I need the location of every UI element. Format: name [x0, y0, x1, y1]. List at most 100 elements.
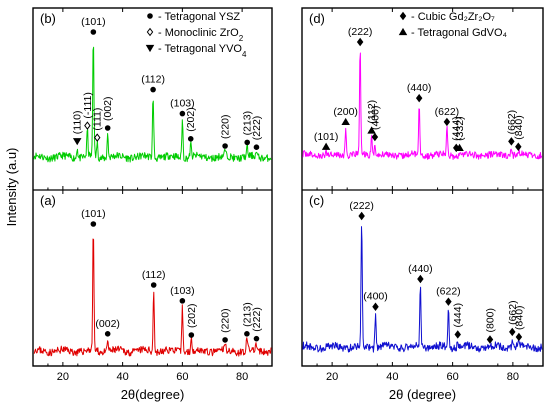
peak-label-d: (840)	[513, 115, 525, 140]
peak-label-c: (622)	[436, 286, 461, 298]
peak-marker-d	[455, 143, 464, 151]
peak-label-a: (103)	[170, 285, 195, 297]
peak-label-c: (800)	[484, 308, 496, 333]
peak-label-b: (111)	[92, 108, 104, 131]
peak-label-a: (220)	[220, 308, 232, 333]
peak-label-b: (101)	[81, 16, 106, 28]
peak-marker-a	[222, 337, 228, 343]
peak-marker-b	[84, 121, 91, 130]
legend-marker-b	[145, 44, 155, 53]
peak-label-c: (400)	[363, 291, 388, 303]
peak-label-d: (112)	[366, 100, 378, 124]
peak-label-a: (222)	[251, 307, 263, 332]
peak-marker-d	[341, 117, 350, 126]
peak-marker-c	[515, 332, 523, 342]
peak-label-b: (220)	[220, 114, 232, 139]
y-axis-label: Intensity (a.u)	[4, 148, 19, 227]
peak-marker-b	[72, 138, 82, 146]
peak-marker-c	[417, 274, 424, 284]
peak-marker-b	[150, 86, 156, 93]
panel-label-c: (c)	[309, 193, 324, 208]
x-tick-label-c: 80	[507, 371, 519, 383]
x-tick-label-c: 20	[326, 371, 338, 383]
peak-label-d: (662)	[506, 110, 518, 135]
panel-label-d: (d)	[309, 11, 325, 26]
peak-marker-c	[372, 302, 379, 311]
peak-label-a: (101)	[81, 208, 106, 220]
peak-marker-d	[443, 117, 451, 127]
peak-marker-b	[179, 110, 186, 117]
peak-marker-d	[367, 126, 376, 134]
legend-marker-b	[147, 13, 153, 19]
peak-label-a: (202)	[186, 304, 198, 329]
peak-marker-a	[150, 282, 157, 288]
peak-label-d: (332)	[454, 116, 466, 141]
xrd-trace-b	[33, 46, 272, 163]
legend-marker-d	[399, 11, 407, 21]
peak-marker-b	[222, 143, 228, 149]
x-tick-label-c: 60	[447, 371, 459, 383]
xrd-trace-a	[33, 238, 272, 357]
peak-marker-d	[371, 132, 379, 142]
peak-marker-c	[454, 330, 461, 339]
peak-marker-b	[94, 133, 101, 142]
peak-marker-b	[253, 144, 260, 150]
peak-label-d: (440)	[407, 82, 432, 94]
legend-text-b: - Tetragonal YSZ	[158, 11, 240, 23]
peak-label-a: (002)	[95, 318, 120, 330]
peak-label-a: (213)	[241, 302, 253, 327]
peak-label-b: (002)	[102, 96, 114, 121]
peak-label-c: (662)	[507, 300, 519, 325]
legend-text-d: - Cubic Gd₂Zr₂O₇	[411, 11, 495, 23]
peak-label-c: (840)	[513, 305, 525, 330]
xrd-trace-c	[302, 226, 543, 353]
peak-label-c: (444)	[452, 303, 464, 328]
peak-marker-b	[187, 136, 194, 142]
peak-label-b: (222)	[251, 116, 263, 141]
peak-marker-b	[90, 29, 97, 35]
peak-marker-d	[356, 37, 364, 47]
legend-text-d: - Tetragonal GdVO₄	[411, 27, 508, 39]
peak-marker-b	[244, 139, 251, 146]
peak-marker-c	[358, 211, 365, 221]
peak-label-b: (213)	[242, 111, 254, 136]
peak-marker-d	[508, 137, 515, 146]
x-tick-label-a: 40	[117, 371, 129, 383]
peak-marker-c	[445, 297, 452, 306]
peak-marker-b	[104, 125, 111, 131]
peak-label-a: (112)	[142, 269, 166, 281]
peak-label-c: (440)	[408, 263, 433, 275]
peak-label-d: (444)	[451, 116, 463, 141]
peak-marker-d	[415, 93, 423, 103]
peak-label-b: (-111)	[82, 92, 94, 118]
peak-label-d: (200)	[333, 106, 358, 118]
legend-text-b: - Tetragonal YVO4	[158, 43, 247, 59]
peak-marker-a	[253, 335, 260, 342]
peak-label-d: (400)	[369, 106, 381, 131]
peak-label-c: (222)	[349, 200, 374, 212]
x-tick-label-a: 20	[57, 371, 69, 383]
x-tick-label-a: 60	[176, 371, 188, 383]
peak-marker-c	[486, 335, 494, 344]
peak-label-b: (112)	[141, 74, 165, 86]
x-tick-label-c: 40	[386, 371, 398, 383]
right-panel-frame	[301, 7, 544, 367]
x-axis-label-a: 2θ(degree)	[121, 387, 185, 402]
peak-marker-a	[244, 331, 250, 337]
legend-marker-b	[146, 27, 154, 37]
x-axis-label-c: 2θ (degree)	[389, 387, 456, 402]
peak-label-d: (101)	[314, 131, 339, 143]
panel-label-b: (b)	[40, 11, 56, 26]
panel-label-a: (a)	[40, 193, 56, 208]
peak-label-d: (222)	[348, 26, 373, 38]
legend-text-b: - Monoclinic ZrO2	[158, 27, 244, 43]
left-panel-frame	[32, 7, 273, 367]
peak-marker-a	[179, 298, 186, 304]
xrd-trace-d	[302, 52, 543, 160]
peak-marker-a	[188, 332, 195, 338]
x-tick-label-a: 80	[236, 371, 248, 383]
peak-marker-d	[515, 142, 522, 151]
peak-label-b: (110)	[72, 110, 84, 134]
peak-marker-d	[321, 142, 331, 150]
